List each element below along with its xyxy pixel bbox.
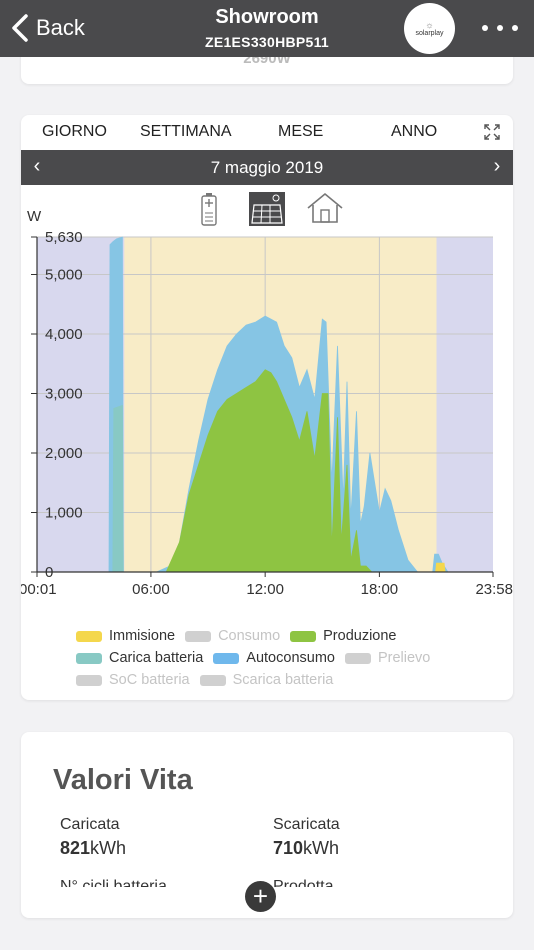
legend-item[interactable]: Immisione	[76, 625, 175, 647]
brand-logo-text: solarplay	[415, 29, 444, 37]
dot-icon	[482, 25, 488, 31]
night-band-evening	[436, 237, 493, 572]
selected-date: 7 maggio 2019	[210, 158, 324, 177]
legend-label: Autoconsumo	[246, 650, 335, 666]
x-tick-label: 00:01	[21, 581, 57, 598]
dot-icon	[497, 25, 503, 31]
expand-icon[interactable]	[483, 123, 501, 141]
dot-icon	[512, 25, 518, 31]
legend-swatch	[213, 652, 240, 664]
y-tick-label: 3,000	[45, 385, 83, 402]
legend-label: Scarica batteria	[232, 672, 334, 688]
x-tick-label: 12:00	[246, 581, 284, 598]
page-title: Showroom	[215, 6, 319, 28]
next-day-button[interactable]: ›	[493, 155, 501, 177]
y-tick-label: 5,630	[45, 229, 83, 246]
x-tick-label: 23:58	[475, 581, 513, 598]
series-area-3	[435, 562, 446, 573]
battery-icon[interactable]	[199, 191, 219, 227]
produced-label: Prodotta	[273, 878, 334, 887]
energy-chart-card: GIORNO SETTIMANA MESE ANNO ‹ 7 maggio 20…	[21, 115, 513, 700]
series-area-1	[112, 404, 124, 573]
brand-logo: ☼ solarplay	[404, 3, 455, 54]
charged-value: 821kWh	[60, 838, 127, 858]
legend-label: Prelievo	[377, 650, 431, 666]
legend-swatch	[76, 652, 102, 664]
charged-label: Caricata	[60, 816, 120, 833]
sun-icon: ☼	[425, 19, 434, 30]
legend-item[interactable]: Autoconsumo	[213, 647, 335, 669]
y-tick-label: 0	[45, 564, 53, 581]
prev-day-button[interactable]: ‹	[33, 155, 41, 177]
legend-label: Immisione	[109, 628, 176, 644]
legend-item[interactable]: Consumo	[185, 625, 280, 647]
legend-item[interactable]: Prelievo	[344, 647, 431, 669]
y-tick-label: 4,000	[45, 326, 83, 343]
device-serial: ZE1ES330HBP511	[204, 34, 330, 50]
y-tick-label: 2,000	[45, 445, 83, 462]
legend-swatch	[76, 674, 102, 686]
legend-label: Carica batteria	[109, 650, 204, 666]
x-tick-label: 18:00	[361, 581, 399, 598]
chevron-left-icon	[12, 14, 28, 42]
back-label: Back	[36, 15, 85, 40]
discharged-value: 710kWh	[273, 838, 340, 858]
legend-swatch	[76, 630, 102, 642]
solar-panel-icon[interactable]	[248, 191, 286, 227]
chart-legend: Immisione Consumo Produzione Carica batteri…	[76, 625, 506, 691]
legend-label: Consumo	[218, 628, 281, 644]
legend-swatch	[290, 630, 317, 642]
series-area-2	[165, 369, 373, 573]
add-button[interactable]: +	[245, 881, 276, 912]
y-tick-label: 5,000	[45, 266, 83, 283]
tab-giorno[interactable]: GIORNO	[42, 123, 107, 140]
legend-item[interactable]: Produzione	[290, 625, 397, 647]
x-tick-label: 06:00	[132, 581, 170, 598]
battery-cycles-label: N° cicli batteria	[60, 878, 167, 887]
view-selector	[21, 191, 513, 231]
legend-swatch	[185, 630, 212, 642]
date-navigator: ‹ 7 maggio 2019 ›	[21, 150, 513, 185]
tab-settimana[interactable]: SETTIMANA	[140, 123, 232, 140]
legend-label: Produzione	[323, 628, 397, 644]
legend-item[interactable]: Scarica batteria	[199, 669, 334, 691]
tab-mese[interactable]: MESE	[278, 123, 324, 140]
energy-chart: 0 1,000 2,000 3,000 4,000 5,000 5,630 00:01 06:0…	[21, 208, 513, 598]
house-icon[interactable]	[306, 191, 344, 225]
legend-swatch	[199, 674, 226, 686]
top-app-bar: Back Showroom ZE1ES330HBP511 ☼ solarplay	[0, 0, 534, 57]
more-options-button[interactable]	[482, 16, 518, 40]
legend-label: SoC batteria	[109, 672, 190, 688]
legend-swatch	[344, 652, 371, 664]
tab-anno[interactable]: ANNO	[391, 123, 438, 140]
period-tabs: GIORNO SETTIMANA MESE ANNO	[21, 115, 513, 150]
lifetime-title: Valori Vita	[53, 764, 193, 796]
legend-item[interactable]: SoC batteria	[76, 669, 190, 691]
legend-item[interactable]: Carica batteria	[76, 647, 203, 669]
discharged-label: Scaricata	[273, 816, 340, 833]
y-axis-title: W	[27, 208, 42, 225]
y-tick-label: 1,000	[45, 504, 83, 521]
back-button[interactable]: Back	[10, 12, 85, 44]
